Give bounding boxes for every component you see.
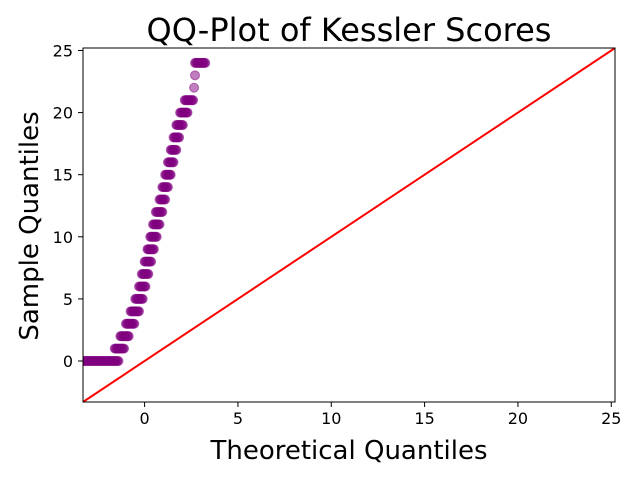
scatter-point — [140, 281, 151, 292]
scatter-point — [123, 331, 134, 342]
x-tick-label: 20 — [508, 409, 528, 428]
scatter-point — [200, 57, 211, 68]
scatter-point — [119, 343, 130, 354]
y-tick-label: 15 — [53, 166, 73, 185]
scatter-point — [182, 107, 193, 118]
plot-area — [82, 47, 616, 403]
x-tick-label: 5 — [233, 409, 243, 428]
scatter-point — [151, 231, 162, 242]
y-tick-label: 0 — [63, 352, 73, 371]
x-tick-label: 15 — [414, 409, 434, 428]
y-axis-label: Sample Quantiles — [15, 111, 45, 340]
y-tick-label: 5 — [63, 290, 73, 309]
scatter-point — [157, 206, 168, 217]
x-tick-label: 10 — [321, 409, 341, 428]
scatter-point — [168, 157, 179, 168]
scatter-point — [165, 169, 176, 180]
scatter-point — [177, 120, 188, 131]
y-axis-ticks: 0 5 10 15 20 25 — [53, 41, 83, 371]
axes-frame — [82, 47, 616, 403]
scatter-point — [143, 269, 154, 280]
scatter-point — [134, 306, 144, 317]
scatter-point — [129, 318, 140, 329]
scatter-point — [188, 95, 199, 106]
x-axis-ticks: 0 5 10 15 20 25 — [140, 402, 621, 428]
y-tick-label: 25 — [53, 41, 73, 60]
scatter-point — [137, 293, 148, 304]
x-axis-label: Theoretical Quantiles — [209, 436, 487, 466]
scatter-point — [171, 144, 182, 155]
scatter-point — [174, 132, 185, 143]
scatter-point — [148, 244, 159, 255]
x-tick-label: 0 — [140, 409, 150, 428]
scatter-point — [189, 82, 200, 93]
scatter-point — [190, 70, 200, 81]
scatter-point — [146, 256, 157, 267]
y-tick-label: 20 — [53, 104, 73, 123]
scatter-points — [83, 57, 211, 367]
y-tick-label: 10 — [53, 228, 73, 247]
scatter-point — [162, 182, 173, 193]
scatter-point — [113, 356, 124, 367]
reference-line-group — [83, 48, 615, 402]
chart-title: QQ-Plot of Kessler Scores — [147, 11, 552, 49]
x-tick-label: 25 — [601, 409, 621, 428]
scatter-point — [160, 194, 171, 205]
scatter-point — [154, 219, 165, 230]
reference-line — [83, 48, 615, 402]
